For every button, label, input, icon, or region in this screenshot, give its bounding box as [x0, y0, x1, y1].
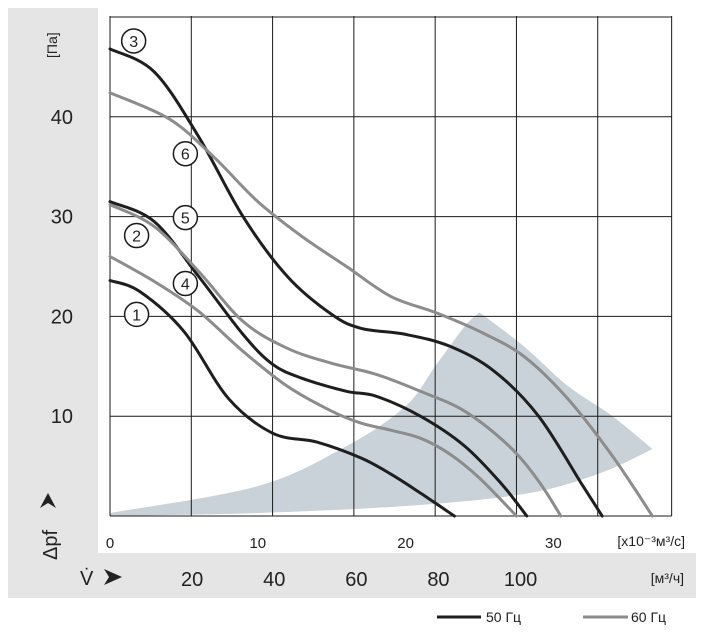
curve-label-text: 4 — [181, 276, 190, 293]
y-axis-band — [8, 8, 98, 588]
curve-label-circle — [172, 270, 199, 297]
y-axis-arrow-icon — [40, 493, 56, 508]
x-tick-label: 30 — [545, 535, 562, 552]
x2-tick-label: 40 — [263, 569, 285, 591]
curve-label-5: 5 — [172, 204, 199, 231]
x2-tick-label: 80 — [427, 569, 449, 591]
legend: 50 Гц 60 Гц — [437, 609, 666, 625]
x-axis-band — [8, 553, 696, 598]
curve-label-circle — [120, 28, 147, 54]
series-line-3 — [108, 47, 604, 518]
curve-label-text: 6 — [181, 147, 190, 164]
x-tick-label: 20 — [397, 535, 414, 552]
x2-tick-label: 100 — [504, 569, 537, 591]
y-tick-label: 40 — [51, 107, 73, 129]
x-axis-unit: [x10⁻³м³/с] — [617, 533, 685, 549]
curve-label-3: 3 — [120, 28, 147, 54]
curve-label-circle — [172, 140, 199, 167]
x2-axis: V̇ 20 40 60 80 100 [м³/ч] — [80, 568, 684, 591]
curve-label-circle — [172, 204, 199, 231]
curve-label-circle — [123, 301, 150, 328]
series-line-4 — [108, 255, 518, 518]
curve-label-text: 3 — [129, 34, 138, 51]
y-tick-label: 20 — [51, 306, 73, 328]
curve-label-circle — [123, 222, 150, 249]
series-line-6 — [108, 91, 654, 518]
legend-label-50hz: 50 Гц — [486, 609, 521, 625]
x2-tick-label: 20 — [181, 569, 203, 591]
curve-label-2: 2 — [123, 222, 150, 249]
x2-tick-label: 60 — [345, 569, 367, 591]
series-line-1 — [108, 279, 456, 518]
x2-axis-unit: [м³/ч] — [651, 570, 684, 586]
curve-label-4: 4 — [172, 270, 199, 297]
curve-label-1: 1 — [123, 301, 150, 328]
curve-label-text: 2 — [132, 229, 141, 246]
legend-label-60hz: 60 Гц — [631, 609, 666, 625]
x2-axis-symbol: V̇ — [80, 568, 94, 590]
x-tick-label: 0 — [106, 535, 114, 552]
y-tick-label: 10 — [51, 406, 73, 428]
curve-label-text: 1 — [132, 307, 141, 324]
x2-axis-arrow-icon — [104, 569, 122, 585]
series-line-5 — [108, 203, 563, 518]
x-tick-label: 10 — [249, 535, 266, 552]
y-tick-label: 30 — [51, 207, 73, 229]
series-line-2 — [108, 200, 529, 518]
curve-label-text: 5 — [181, 211, 190, 228]
y-axis-unit: [Па] — [44, 32, 60, 58]
x-axis: 0 10 20 30 [x10⁻³м³/с] — [106, 533, 685, 552]
curve-label-6: 6 — [172, 140, 199, 167]
y-axis: [Па] 10 20 30 40 Δpf — [40, 32, 73, 560]
y-axis-symbol: Δpf — [40, 530, 62, 560]
